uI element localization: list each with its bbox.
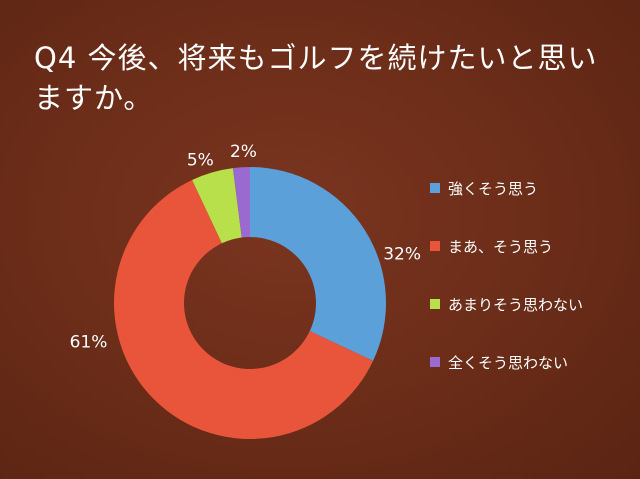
legend-swatch bbox=[430, 241, 440, 251]
legend-label: まあ、そう思う bbox=[448, 237, 554, 256]
chart-title: Q4 今後、将来もゴルフを続けたいと思いますか。 bbox=[34, 41, 598, 115]
legend-item-4: 全くそう思わない bbox=[430, 352, 583, 372]
slice-label-2: 61% bbox=[70, 333, 108, 353]
slice-label-4: 2% bbox=[230, 142, 257, 162]
slice-label-1: 32% bbox=[383, 244, 421, 264]
legend-swatch bbox=[430, 357, 440, 367]
donut-slice-2 bbox=[114, 179, 374, 439]
legend-label: 全くそう思わない bbox=[448, 353, 569, 372]
donut-slice-3 bbox=[192, 168, 242, 244]
legend-swatch bbox=[430, 299, 440, 309]
legend-label: あまりそう思わない bbox=[448, 295, 584, 314]
donut-slice-4 bbox=[232, 167, 250, 238]
legend-item-1: 強くそう思う bbox=[430, 178, 583, 198]
legend-label: 強くそう思う bbox=[448, 179, 539, 198]
chart-legend: 強くそう思う まあ、そう思うあまりそう思わない 全くそう思わない bbox=[430, 178, 583, 410]
donut-slice-1 bbox=[250, 167, 387, 361]
slice-label-3: 5% bbox=[187, 150, 214, 170]
legend-item-3: あまりそう思わない bbox=[430, 294, 583, 314]
legend-swatch bbox=[430, 183, 440, 193]
legend-item-2: まあ、そう思う bbox=[430, 236, 583, 256]
